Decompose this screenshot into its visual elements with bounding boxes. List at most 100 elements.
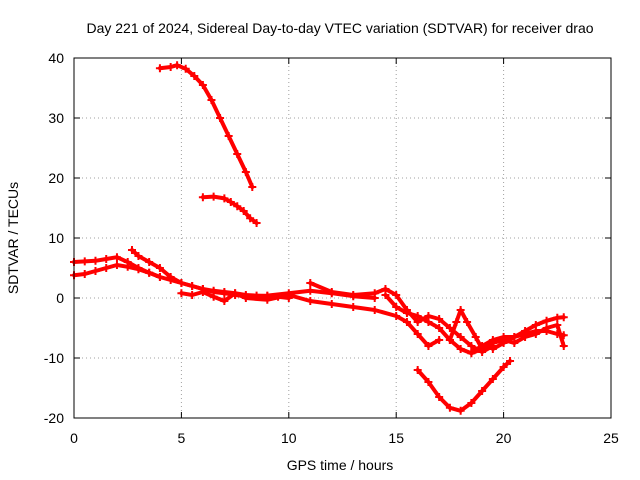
data-point-marker	[284, 291, 293, 299]
data-point-marker	[488, 345, 497, 353]
x-tick-label: 0	[70, 430, 78, 446]
data-point-marker	[471, 333, 480, 341]
data-point-marker	[188, 282, 197, 290]
data-point-marker	[435, 324, 444, 332]
data-point-marker	[233, 150, 242, 158]
data-point-marker	[188, 291, 197, 299]
chart-title: Day 221 of 2024, Sidereal Day-to-day VTE…	[86, 20, 593, 36]
data-point-marker	[112, 261, 121, 269]
data-point-marker	[424, 342, 433, 350]
data-point-marker	[413, 366, 422, 374]
data-point-marker	[392, 291, 401, 299]
data-point-marker	[349, 291, 358, 299]
data-point-marker	[241, 168, 250, 176]
data-point-marker	[190, 72, 199, 80]
data-point-marker	[123, 258, 132, 266]
data-point-marker	[456, 333, 465, 341]
data-point-marker	[209, 192, 218, 201]
data-point-marker	[499, 336, 508, 344]
data-point-marker	[91, 267, 100, 275]
x-tick-label: 25	[603, 430, 619, 446]
data-point-marker	[248, 183, 257, 191]
series-arc-d	[70, 253, 164, 281]
data-point-marker	[435, 393, 444, 401]
data-point-marker	[381, 291, 390, 299]
data-point-marker	[80, 257, 89, 266]
y-tick-label: 20	[48, 170, 64, 186]
data-point-marker	[173, 61, 182, 70]
data-point-marker	[370, 289, 379, 298]
series-arc-f	[177, 288, 444, 350]
data-point-marker	[224, 132, 233, 140]
data-point-marker	[207, 96, 216, 104]
data-point-marker	[220, 194, 229, 203]
data-point-marker	[220, 289, 229, 298]
data-point-marker	[531, 330, 540, 338]
data-point-marker	[226, 198, 235, 206]
data-point-marker	[166, 63, 175, 71]
data-point-marker	[233, 202, 242, 211]
data-point-marker	[467, 348, 476, 356]
data-point-marker	[246, 214, 255, 223]
series-line	[415, 359, 513, 413]
data-point-marker	[134, 252, 143, 260]
data-point-marker	[506, 357, 515, 365]
y-tick-label: 40	[48, 50, 64, 66]
data-point-marker	[510, 339, 519, 347]
data-point-marker	[392, 312, 401, 320]
data-point-marker	[445, 336, 454, 344]
data-point-marker	[127, 246, 136, 254]
y-tick-label: 10	[48, 230, 64, 246]
data-point-marker	[155, 64, 164, 73]
data-point-marker	[252, 219, 261, 227]
data-point-marker	[413, 330, 422, 338]
data-point-marker	[488, 336, 497, 344]
series-arc-i	[413, 357, 515, 415]
data-point-marker	[521, 333, 530, 341]
data-point-marker	[177, 289, 186, 298]
data-point-marker	[239, 207, 248, 215]
data-point-marker	[478, 342, 487, 350]
axis-ticks: 0 5 10 15 20 25 -20 -10 0 10 20 30 40	[44, 50, 619, 446]
series-arc-a-high	[155, 61, 257, 191]
data-point-marker	[198, 193, 207, 202]
data-point-marker	[145, 258, 154, 266]
data-point-marker	[452, 318, 461, 326]
data-point-marker	[263, 295, 272, 304]
data-point-marker	[177, 279, 186, 287]
data-point-marker	[198, 288, 207, 296]
data-point-marker	[349, 303, 358, 311]
data-point-marker	[102, 255, 111, 263]
data-point-marker	[91, 256, 100, 265]
data-point-marker	[456, 345, 465, 353]
series-line	[447, 308, 485, 351]
data-point-marker	[80, 270, 89, 278]
data-point-marker	[456, 306, 465, 314]
data-point-marker	[531, 321, 540, 329]
data-point-marker	[327, 288, 336, 296]
data-point-marker	[241, 294, 250, 302]
data-point-marker	[155, 264, 164, 272]
data-point-marker	[559, 313, 568, 322]
data-point-marker	[392, 303, 401, 311]
data-point-marker	[112, 253, 121, 262]
data-point-marker	[220, 297, 229, 305]
y-tick-label: -10	[44, 350, 64, 366]
y-axis-label: SDTVAR / TECUs	[5, 182, 21, 294]
data-point-marker	[456, 406, 465, 415]
y-tick-label: 0	[56, 290, 64, 306]
x-tick-label: 5	[178, 430, 186, 446]
data-point-marker	[542, 316, 551, 325]
data-point-marker	[559, 342, 568, 350]
data-point-marker	[102, 264, 111, 272]
data-point-marker	[445, 403, 454, 412]
data-point-marker	[435, 336, 444, 344]
grid-lines	[74, 58, 611, 418]
x-tick-label: 20	[496, 430, 512, 446]
data-point-marker	[306, 297, 315, 305]
data-point-marker	[155, 273, 164, 281]
data-point-marker	[134, 264, 143, 272]
data-point-marker	[306, 279, 315, 287]
